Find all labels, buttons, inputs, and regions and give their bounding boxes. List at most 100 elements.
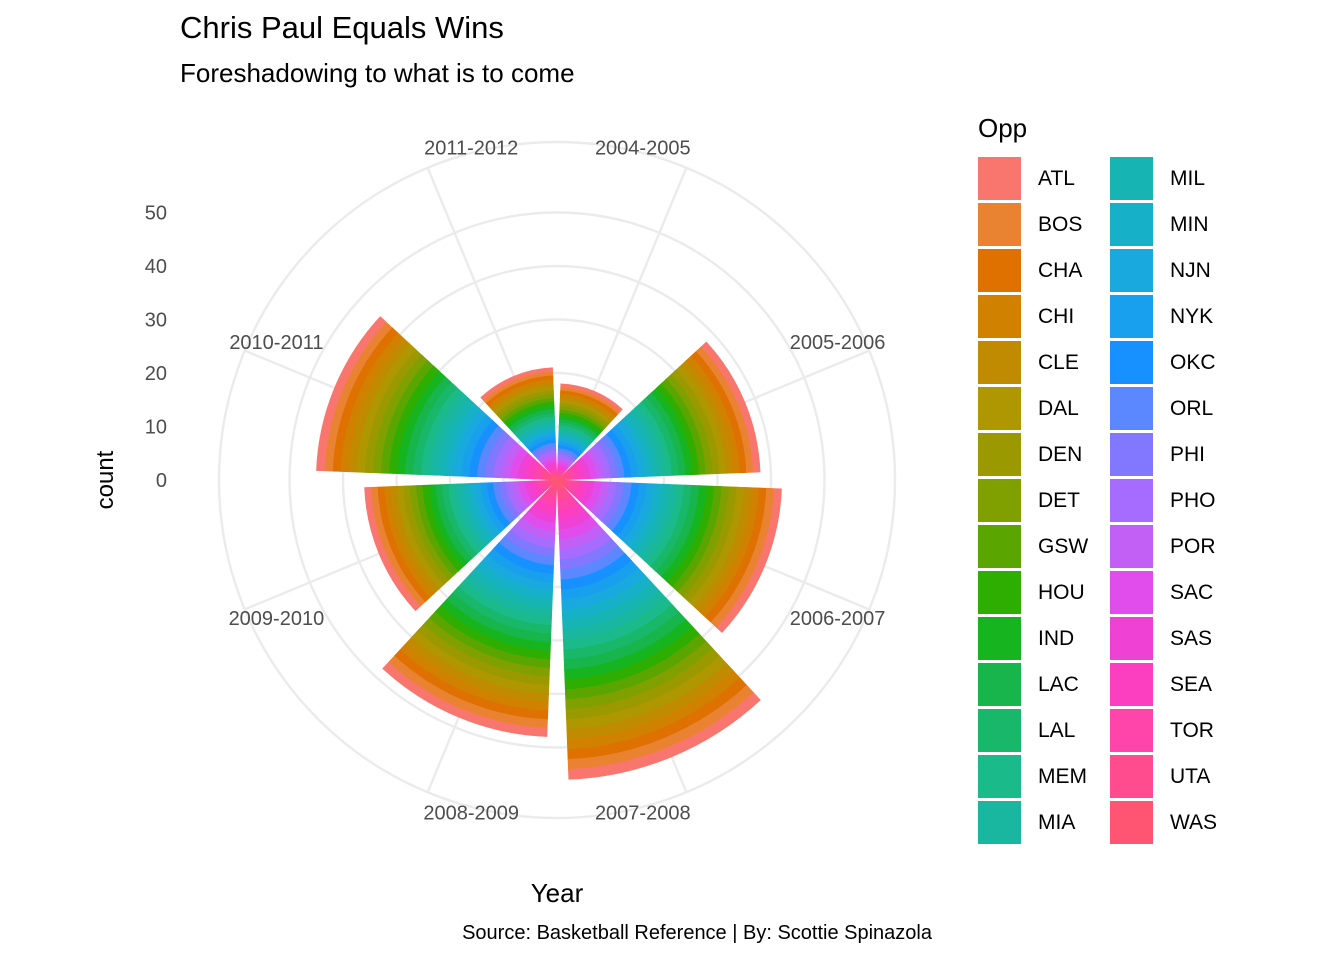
chart-subtitle: Foreshadowing to what is to come [180, 58, 575, 88]
legend-item-lal: LAL [978, 709, 1118, 753]
legend-key [978, 617, 1021, 660]
y-tick-label: 30 [145, 310, 167, 332]
legend-item-cle: CLE [978, 341, 1118, 385]
legend-label: ATL [1038, 167, 1075, 190]
legend-key [978, 341, 1021, 384]
legend-label: CLE [1038, 351, 1079, 374]
legend-key [1110, 709, 1153, 752]
legend-key [1110, 157, 1153, 200]
bar-segment-atl-2006-2007 [716, 488, 782, 633]
legend-item-gsw: GSW [978, 525, 1118, 569]
legend-label: NJN [1170, 259, 1211, 282]
polar-bars [316, 316, 782, 780]
legend-label: OKC [1170, 351, 1216, 374]
bar-segment-atl-2011-2012 [480, 367, 554, 401]
grid-circle [502, 425, 612, 535]
legend-item-por: POR [1110, 525, 1250, 569]
legend-key [978, 157, 1021, 200]
category-label: 2009-2010 [229, 608, 325, 630]
legend-item-was: WAS [1110, 801, 1250, 845]
category-label: 2006-2007 [790, 608, 886, 630]
category-label: 2011-2012 [424, 137, 518, 159]
legend-key [978, 525, 1021, 568]
legend-label: DET [1038, 489, 1080, 512]
grid-circle [395, 318, 719, 642]
legend-label: DAL [1038, 397, 1079, 420]
legend-item-mem: MEM [978, 755, 1118, 799]
legend-key [1110, 341, 1153, 384]
legend-item-den: DEN [978, 433, 1118, 477]
legend-label: BOS [1038, 213, 1083, 236]
legend-key [1110, 295, 1153, 338]
legend-item-uta: UTA [1110, 755, 1250, 799]
legend-item-pho: PHO [1110, 479, 1250, 523]
legend-key [978, 571, 1021, 614]
category-label: 2008-2009 [423, 803, 519, 825]
legend-item-phi: PHI [1110, 433, 1250, 477]
x-axis-label: Year [530, 878, 584, 908]
legend-title: Opp [978, 113, 1028, 143]
category-label: 2007-2008 [595, 803, 691, 825]
legend-key [978, 433, 1021, 476]
y-tick-label: 20 [145, 363, 167, 385]
legend-item-mia: MIA [978, 801, 1118, 845]
legend-item-bos: BOS [978, 203, 1118, 247]
legend-key [978, 203, 1021, 246]
grid-circle [288, 211, 826, 749]
category-label: 2010-2011 [229, 332, 323, 354]
legend-key [978, 295, 1021, 338]
legend-label: CHI [1038, 305, 1075, 328]
legend-key [978, 387, 1021, 430]
legend-item-dal: DAL [978, 387, 1118, 431]
legend-item-orl: ORL [1110, 387, 1250, 431]
legend-label: MIA [1038, 811, 1076, 834]
legend-item-sea: SEA [1110, 663, 1250, 707]
bar-segment-atl-2010-2011 [316, 316, 387, 472]
legend-label: HOU [1038, 581, 1085, 604]
legend-label: MIN [1170, 213, 1209, 236]
legend-label: PHI [1170, 443, 1206, 466]
legend-key [1110, 663, 1153, 706]
bar-segment-atl-2009-2010 [364, 486, 421, 612]
legend-label: SAC [1170, 581, 1214, 604]
category-label: 2005-2006 [790, 332, 886, 354]
legend-key [978, 755, 1021, 798]
legend-label: ORL [1170, 397, 1214, 420]
legend-label: DEN [1038, 443, 1083, 466]
category-labels: 2004-2005 2005-2006 2006-2007 2007-2008 2008… [229, 137, 886, 824]
legend-label: MEM [1038, 765, 1087, 788]
legend-label: SAS [1170, 627, 1213, 650]
chart-title: Chris Paul Equals Wins [180, 10, 504, 45]
legend-key [1110, 755, 1153, 798]
y-tick-label: 50 [145, 203, 167, 225]
bar-segment-atl-2005-2006 [700, 341, 761, 473]
legend-item-nyk: NYK [1110, 295, 1250, 339]
legend-label: WAS [1170, 811, 1218, 834]
y-tick-label: 40 [145, 256, 167, 278]
legend-item-lac: LAC [978, 663, 1118, 707]
legend-label: SEA [1170, 673, 1213, 696]
grid-circle [341, 264, 773, 696]
grid-circle-outer [217, 140, 897, 820]
legend-key [978, 249, 1021, 292]
legend-key [1110, 617, 1153, 660]
bar-segment-atl-2004-2005 [560, 383, 623, 413]
bar-segment-atl-2008-2009 [382, 661, 548, 737]
legend-item-ind: IND [978, 617, 1118, 661]
legend-label: CHA [1038, 259, 1083, 282]
legend-label: IND [1038, 627, 1075, 650]
legend-key [978, 663, 1021, 706]
legend-key [1110, 571, 1153, 614]
radial-ticks: 0 10 20 30 40 50 [145, 203, 167, 493]
legend-label: POR [1170, 535, 1216, 558]
legend-item-sas: SAS [1110, 617, 1250, 661]
legend-label: TOR [1170, 719, 1214, 742]
chart-caption: Source: Basketball Reference | By: Scott… [462, 922, 932, 944]
legend-label: GSW [1038, 535, 1089, 558]
legend-key [1110, 433, 1153, 476]
legend-label: PHO [1170, 489, 1216, 512]
legend-key [1110, 801, 1153, 844]
legend-item-min: MIN [1110, 203, 1250, 247]
legend-key [1110, 479, 1153, 522]
category-label: 2004-2005 [595, 137, 691, 159]
